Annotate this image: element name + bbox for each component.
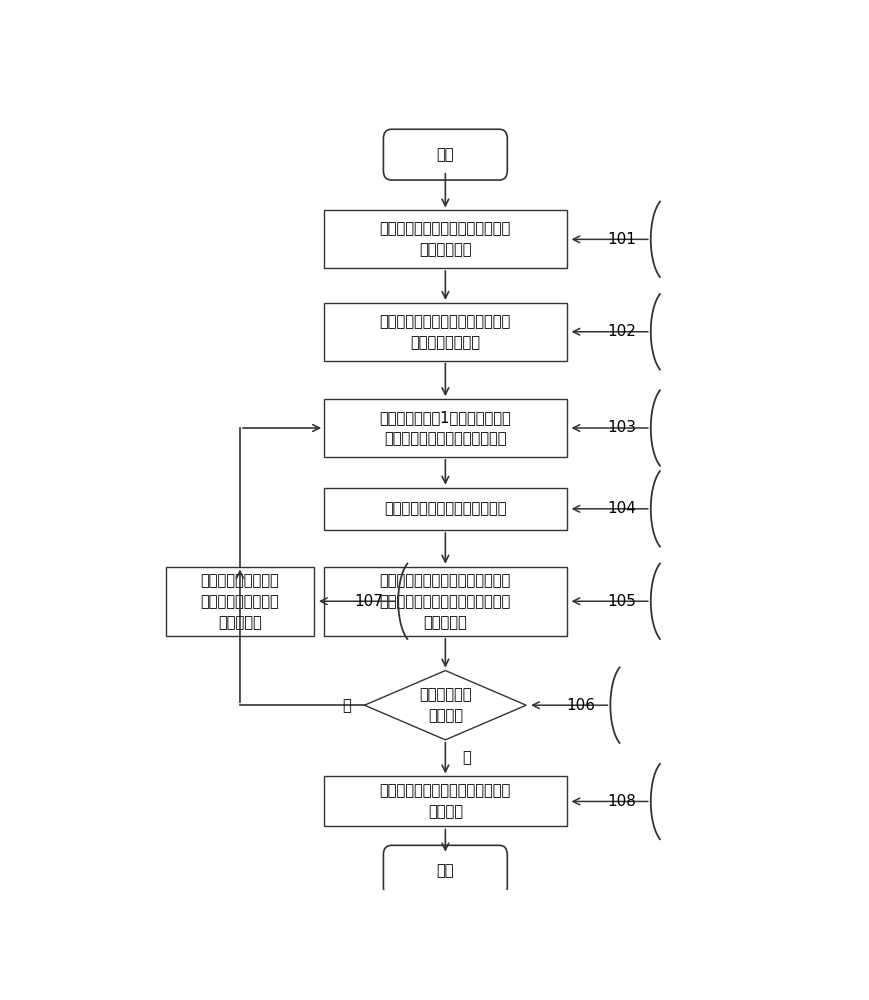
FancyBboxPatch shape <box>324 567 567 636</box>
Text: 是: 是 <box>462 751 471 766</box>
FancyBboxPatch shape <box>166 567 314 636</box>
Text: 设置力密度值为1，建立两点间索
段在曲面上的节点力平衡方程组: 设置力密度值为1，建立两点间索 段在曲面上的节点力平衡方程组 <box>380 410 511 446</box>
Text: 给定曲面方程，输入曲面上任意两
点的节点坐标: 给定曲面方程，输入曲面上任意两 点的节点坐标 <box>380 221 511 257</box>
FancyBboxPatch shape <box>383 129 507 180</box>
FancyBboxPatch shape <box>324 776 567 826</box>
FancyBboxPatch shape <box>324 488 567 530</box>
Text: 输出节点坐标，计算侧地线索段的
近似长度: 输出节点坐标，计算侧地线索段的 近似长度 <box>380 783 511 819</box>
FancyBboxPatch shape <box>324 210 567 268</box>
Text: 108: 108 <box>607 794 636 809</box>
Text: 结束: 结束 <box>436 863 454 878</box>
Text: 107: 107 <box>355 594 383 609</box>
Text: 102: 102 <box>607 324 636 339</box>
FancyBboxPatch shape <box>324 303 567 361</box>
Text: 判断是否满足
收敛条件: 判断是否满足 收敛条件 <box>419 687 472 723</box>
Text: 根据求解的离散点坐
标，更新索段节点坐
标和索长值: 根据求解的离散点坐 标，更新索段节点坐 标和索长值 <box>201 573 279 630</box>
Text: 否: 否 <box>342 698 351 713</box>
FancyBboxPatch shape <box>383 845 507 896</box>
Text: 输入离散点数，确定两点间索段在
曲面上的节点坐标: 输入离散点数，确定两点间索段在 曲面上的节点坐标 <box>380 314 511 350</box>
Text: 105: 105 <box>607 594 636 609</box>
Text: 103: 103 <box>607 420 636 436</box>
Text: 开始: 开始 <box>436 147 454 162</box>
Text: 将曲面对节点的支撑力和索段边界
节点坐标作为边界条件求解节点力
平衡方程组: 将曲面对节点的支撑力和索段边界 节点坐标作为边界条件求解节点力 平衡方程组 <box>380 573 511 630</box>
Text: 计算曲面对每一个节点的支撑力: 计算曲面对每一个节点的支撑力 <box>384 501 507 516</box>
Text: 104: 104 <box>607 501 636 516</box>
Text: 106: 106 <box>567 698 595 713</box>
Polygon shape <box>365 671 526 740</box>
FancyBboxPatch shape <box>324 399 567 457</box>
Text: 101: 101 <box>607 232 636 247</box>
